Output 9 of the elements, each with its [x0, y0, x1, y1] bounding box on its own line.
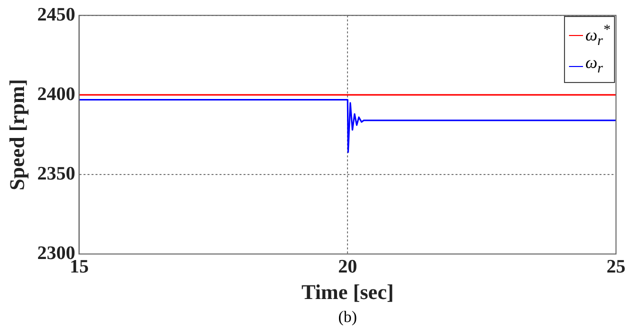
- y-tick-label: 2350: [37, 163, 76, 184]
- x-tick-label: 25: [606, 256, 626, 278]
- text: (b): [338, 309, 357, 326]
- y-tick-label: 2450: [37, 4, 76, 26]
- y-axis-title: Speed [rpm]: [5, 78, 30, 190]
- x-axis-title: Time [sec]: [301, 280, 394, 304]
- legend-label: ω$_{r}$: [585, 52, 603, 79]
- x-tick-label: 20: [338, 256, 358, 278]
- y-tick-label: 2400: [37, 84, 76, 105]
